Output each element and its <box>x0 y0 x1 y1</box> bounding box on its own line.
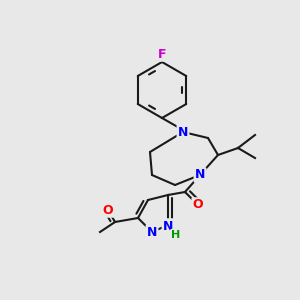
Text: N: N <box>163 220 173 232</box>
Text: F: F <box>158 47 166 61</box>
Text: O: O <box>193 199 203 212</box>
Text: N: N <box>147 226 157 238</box>
Text: O: O <box>103 203 113 217</box>
Text: H: H <box>171 230 181 240</box>
Text: N: N <box>195 169 205 182</box>
Text: N: N <box>178 125 188 139</box>
